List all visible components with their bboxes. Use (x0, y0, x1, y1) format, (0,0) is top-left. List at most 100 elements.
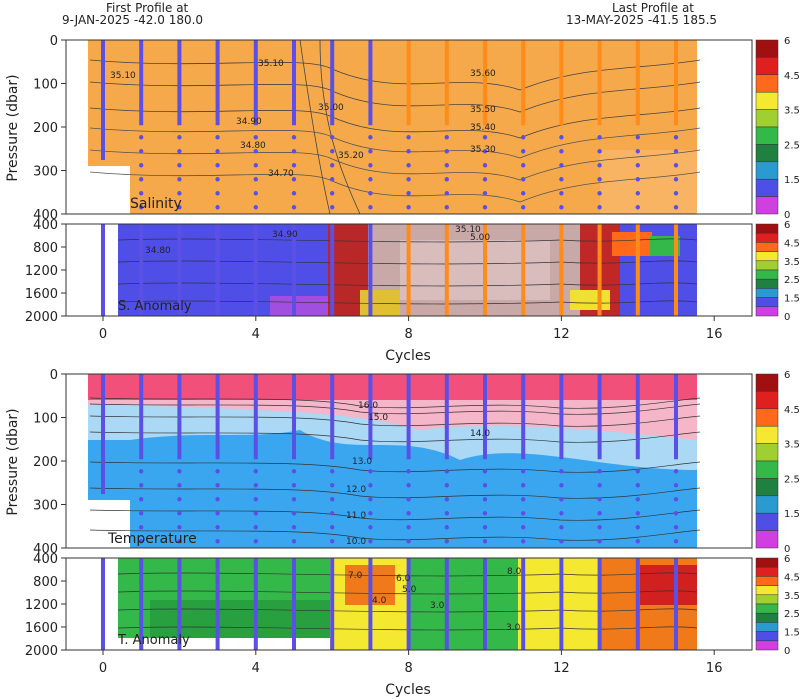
colorbar-label: 0 (784, 210, 790, 221)
contour-label: 35.60 (470, 69, 496, 79)
profile-sample (406, 497, 411, 502)
profile-sample (215, 539, 220, 544)
profile-sample (559, 469, 564, 474)
colorbar-label: 3.5 (784, 440, 800, 451)
profile-sample (253, 191, 258, 196)
profile-sample (444, 163, 449, 168)
contour-label: 34.70 (268, 169, 294, 179)
profile-sample (253, 135, 258, 140)
profile-sample (406, 525, 411, 530)
s-anomaly-title: S. Anomaly (118, 299, 192, 314)
profile-sample (253, 149, 258, 154)
y-tick-label: 400 (33, 542, 58, 557)
colorbar-label: 1.5 (784, 294, 800, 305)
profile-sample (368, 205, 373, 210)
profile-sample (330, 525, 335, 530)
profile-sample (559, 483, 564, 488)
profile-sample (253, 163, 258, 168)
colorbar-swatch (755, 443, 779, 462)
colorbar-swatch (755, 631, 779, 642)
colorbar-swatch (755, 425, 779, 444)
y-axis-label-top: Pressure (dbar) (5, 74, 21, 181)
colorbar-swatch (755, 39, 779, 58)
profile-sample (521, 149, 526, 154)
profile-sample (673, 191, 679, 196)
colorbar-swatch (755, 460, 779, 479)
profile-sample (521, 163, 526, 168)
contour-label: 35.10 (258, 59, 284, 69)
t-anomaly-green-mid (410, 558, 518, 650)
contour-label: 12.0 (346, 485, 366, 495)
profile-sample (597, 539, 602, 544)
colorbar-label: 3.5 (784, 257, 800, 268)
profile-sample (139, 135, 144, 140)
profile-sample (635, 163, 640, 168)
profile-sample (139, 525, 144, 530)
profile-sample (559, 205, 564, 210)
profile-sample (291, 469, 297, 474)
y-tick-label: 1600 (25, 621, 58, 636)
contour-label: 10.0 (346, 537, 366, 547)
contour-label: 5.00 (470, 233, 490, 243)
profile-sample (521, 469, 526, 474)
t-anomaly-yellow-right (518, 558, 598, 650)
profile-sample (330, 469, 335, 474)
salinity-contour (89, 149, 701, 181)
profile-sample (635, 135, 640, 140)
profile-sample (139, 469, 144, 474)
s-anomaly-yellow-right (570, 290, 610, 310)
contour-label: 15.0 (368, 413, 388, 423)
colorbar-label: 6 (784, 220, 790, 231)
profile-sample (253, 177, 258, 182)
profile-sample (291, 191, 297, 196)
profile-sample (635, 177, 640, 182)
colorbar-swatch (755, 144, 779, 163)
colorbar-swatch (755, 161, 779, 180)
y-tick-label: 1200 (25, 598, 58, 613)
profile-sample (330, 205, 335, 210)
profile-sample (139, 177, 144, 182)
profile-sample (253, 469, 258, 474)
profile-sample (635, 525, 640, 530)
profile-sample (444, 191, 449, 196)
profile-sample (635, 539, 640, 544)
profile-sample (559, 191, 564, 196)
contour-label: 8.0 (507, 567, 522, 577)
colorbar-swatch (755, 178, 779, 197)
profile-sample (177, 483, 182, 488)
salinity-contour (89, 59, 701, 91)
profile-sample (368, 497, 373, 502)
profile-sample (330, 497, 335, 502)
profile-sample (139, 497, 144, 502)
profile-sample (253, 483, 258, 488)
profile-sample (482, 483, 488, 488)
y-tick-label: 300 (33, 165, 58, 180)
profile-sample (330, 483, 335, 488)
profile-sample (635, 191, 640, 196)
contour-label: 3.0 (430, 601, 445, 611)
profile-sample (291, 497, 297, 502)
profile-sample (482, 205, 488, 210)
temperature-title: Temperature (107, 531, 197, 547)
profile-sample (253, 497, 258, 502)
profile-sample (482, 191, 488, 196)
profile-sample (330, 163, 335, 168)
colorbar-label: 4.5 (784, 238, 800, 249)
profile-sample (521, 511, 526, 516)
profile-sample (368, 191, 373, 196)
contour-label: 35.40 (470, 123, 496, 133)
colorbar-swatch (755, 91, 779, 110)
colorbar-swatch (755, 74, 779, 93)
profile-sample (215, 469, 220, 474)
profile-sample (253, 205, 258, 210)
temp-contour (89, 415, 701, 427)
profile-sample (521, 497, 526, 502)
y-tick-label: 100 (33, 78, 58, 93)
temp-warm (88, 374, 697, 400)
profile-sample (673, 177, 679, 182)
y-tick-label: 200 (33, 121, 58, 136)
profile-sample (368, 177, 373, 182)
temp-contour (89, 431, 701, 443)
colorbar-label: 6 (784, 36, 790, 47)
colorbar-swatch (755, 512, 779, 531)
